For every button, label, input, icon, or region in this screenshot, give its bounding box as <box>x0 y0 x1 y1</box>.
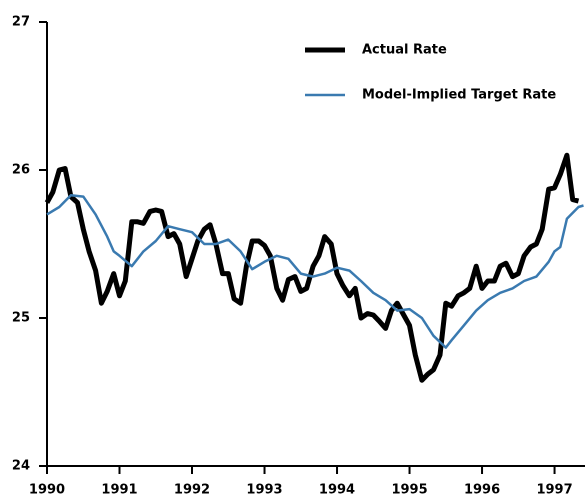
y-tick-label: 24 <box>12 459 30 474</box>
x-tick-label: 1994 <box>319 483 355 498</box>
legend-label: Actual Rate <box>362 43 447 58</box>
y-tick-label: 26 <box>12 163 30 178</box>
x-tick-label: 1991 <box>101 483 137 498</box>
y-tick-label: 27 <box>12 15 30 30</box>
line-series <box>46 193 584 349</box>
y-tick-label: 25 <box>12 311 30 326</box>
legend-label: Model-Implied Target Rate <box>362 88 556 103</box>
x-tick-label: 1990 <box>29 483 65 498</box>
x-tick-label: 1996 <box>464 483 500 498</box>
x-tick-label: 1997 <box>536 483 572 498</box>
x-tick-label: 1995 <box>391 483 427 498</box>
x-tick-label: 1992 <box>174 483 210 498</box>
line-series <box>44 152 580 383</box>
x-tick-label: 1993 <box>246 483 282 498</box>
